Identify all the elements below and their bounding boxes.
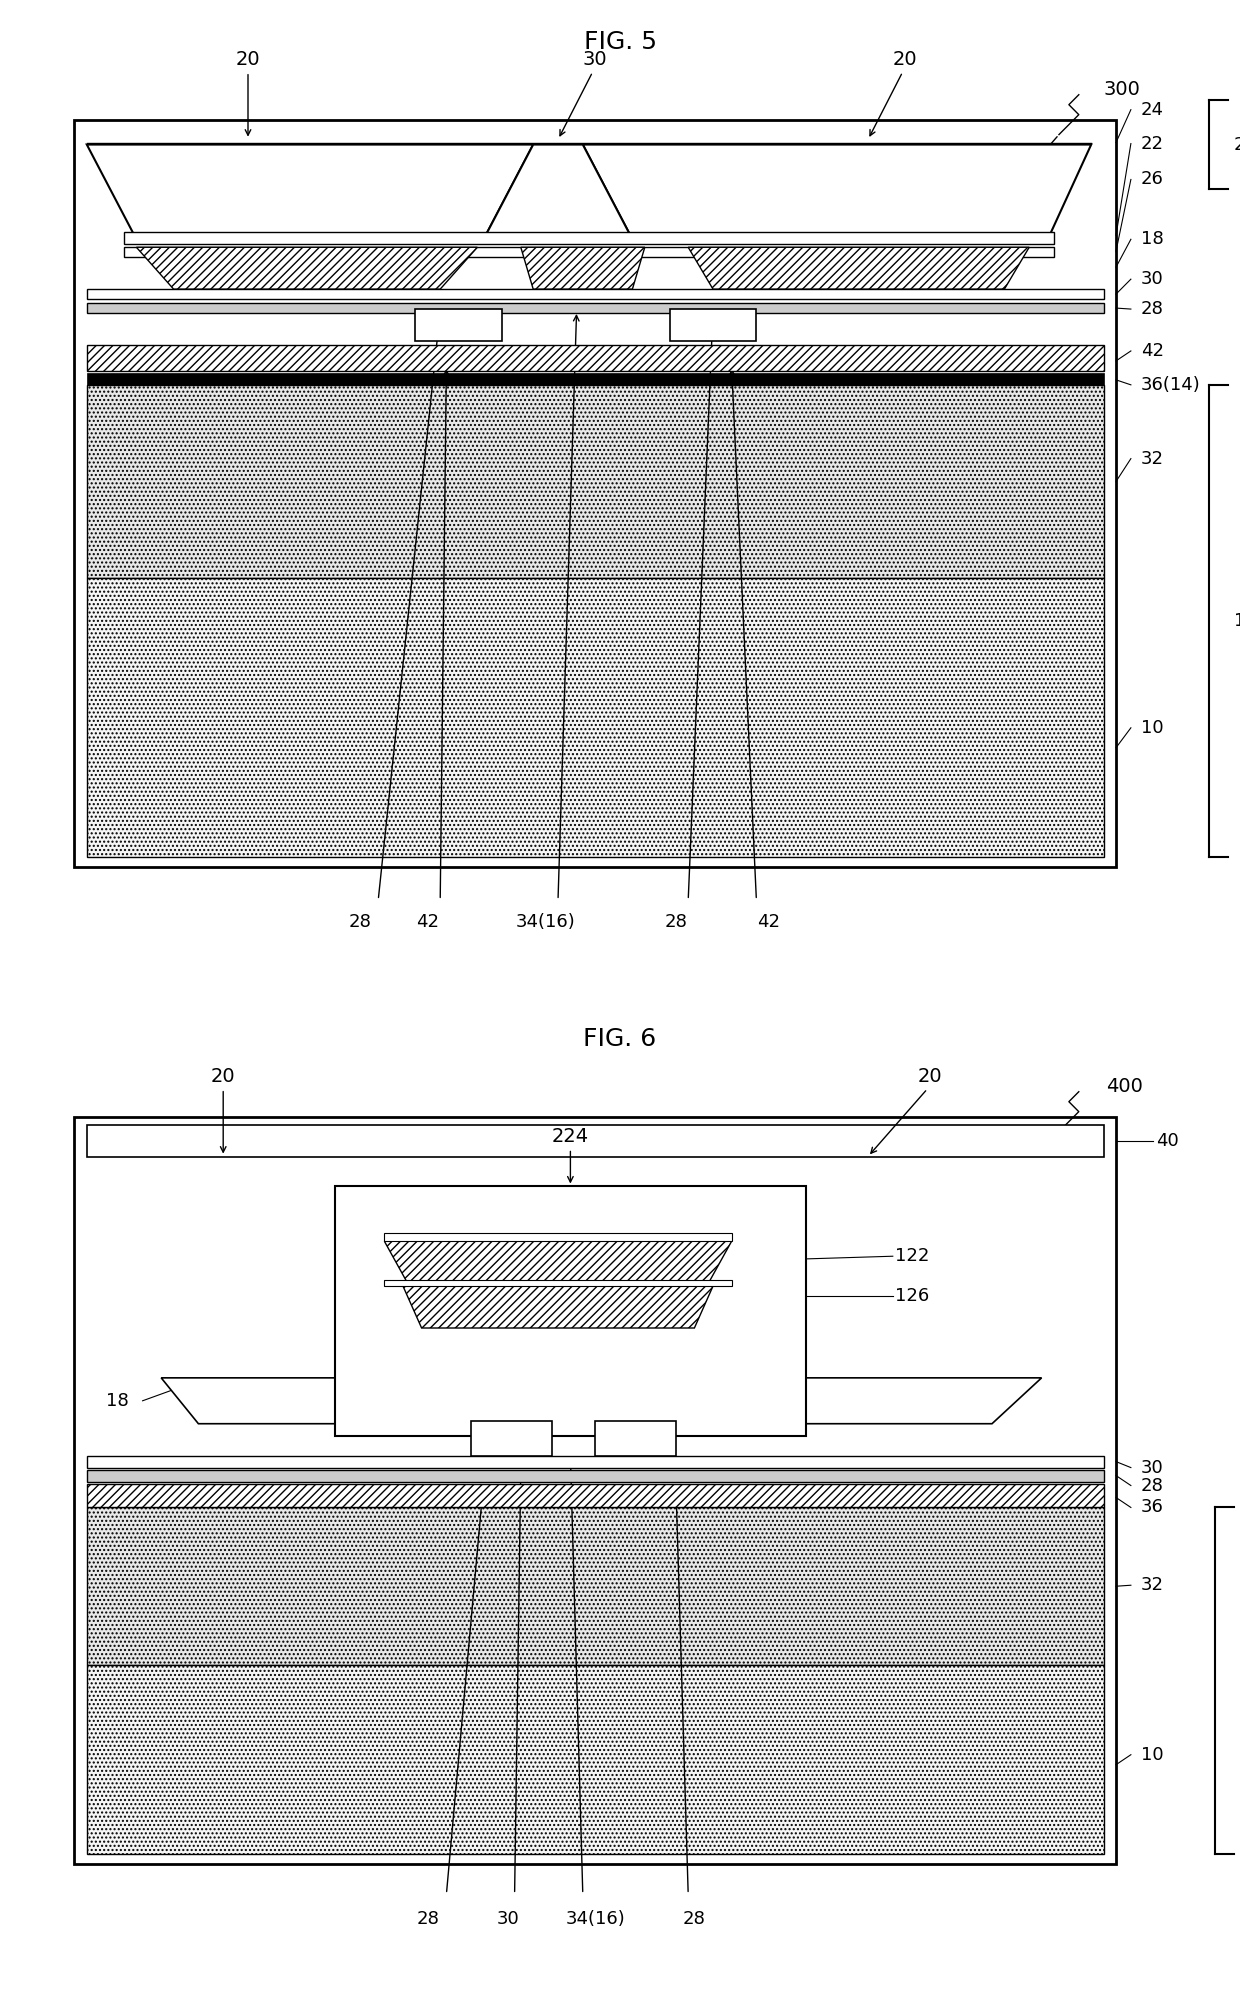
Polygon shape <box>521 247 645 289</box>
Bar <box>87 303 1104 313</box>
Text: 10: 10 <box>1141 718 1163 738</box>
Polygon shape <box>484 146 632 239</box>
Bar <box>74 120 1116 867</box>
Text: 28: 28 <box>1141 299 1163 319</box>
Text: 20: 20 <box>211 1067 236 1087</box>
Bar <box>74 1117 1116 1864</box>
Bar <box>670 309 756 341</box>
Text: 20: 20 <box>236 50 260 70</box>
Text: 26: 26 <box>1141 169 1163 189</box>
Bar <box>87 1507 1104 1665</box>
Text: 28: 28 <box>417 1910 439 1928</box>
Polygon shape <box>384 1240 732 1286</box>
Text: 30: 30 <box>583 50 608 70</box>
Text: 20: 20 <box>893 50 918 70</box>
Bar <box>384 1232 732 1240</box>
Text: 30: 30 <box>1141 269 1163 289</box>
Polygon shape <box>87 146 533 239</box>
Text: 28: 28 <box>348 913 371 931</box>
Text: 34(16): 34(16) <box>516 913 575 931</box>
Text: 42: 42 <box>417 913 439 931</box>
Polygon shape <box>403 1286 713 1328</box>
Text: FIG. 5: FIG. 5 <box>584 30 656 54</box>
Bar <box>471 1420 552 1456</box>
Bar <box>87 289 1104 299</box>
Text: 32: 32 <box>1141 449 1164 469</box>
Text: 24: 24 <box>1141 100 1164 120</box>
Text: 36: 36 <box>1141 1497 1163 1517</box>
Bar <box>87 373 1104 385</box>
Bar <box>595 1420 676 1456</box>
Polygon shape <box>583 146 1091 239</box>
Bar <box>124 247 1054 257</box>
Bar <box>87 1665 1104 1854</box>
Text: 126: 126 <box>895 1286 930 1306</box>
Text: 32: 32 <box>1141 1575 1164 1595</box>
Text: 10: 10 <box>1141 1745 1163 1765</box>
Text: 30: 30 <box>1141 1458 1163 1478</box>
Text: 30: 30 <box>497 1910 520 1928</box>
Bar <box>87 1125 1104 1157</box>
Text: 300: 300 <box>1104 80 1141 100</box>
Text: 28: 28 <box>1141 1476 1163 1496</box>
Text: FIG. 6: FIG. 6 <box>583 1027 657 1051</box>
Text: 28: 28 <box>665 913 687 931</box>
Text: 224: 224 <box>552 1127 589 1147</box>
Polygon shape <box>161 1378 1042 1424</box>
Bar <box>335 1186 806 1436</box>
Text: 42: 42 <box>1141 341 1164 361</box>
Text: 34(16): 34(16) <box>565 1910 625 1928</box>
Text: 10A: 10A <box>1234 612 1240 630</box>
Bar <box>87 578 1104 857</box>
Text: 18: 18 <box>107 1392 129 1410</box>
Bar <box>87 1456 1104 1468</box>
Text: 27: 27 <box>1234 136 1240 154</box>
Text: 122: 122 <box>895 1246 930 1266</box>
Bar <box>87 385 1104 578</box>
Polygon shape <box>688 247 1029 289</box>
Text: 40: 40 <box>1156 1131 1178 1151</box>
Text: 18: 18 <box>1141 229 1163 249</box>
Bar <box>87 1470 1104 1482</box>
Text: 42: 42 <box>758 913 780 931</box>
Bar <box>87 345 1104 371</box>
Bar <box>87 1484 1104 1507</box>
Bar <box>415 309 502 341</box>
Polygon shape <box>136 247 477 289</box>
Text: 20: 20 <box>918 1067 942 1087</box>
Bar <box>384 1280 732 1286</box>
Text: 22: 22 <box>1141 134 1164 154</box>
Text: 400: 400 <box>1106 1077 1143 1097</box>
Text: 28: 28 <box>683 1910 706 1928</box>
Bar <box>124 233 1054 245</box>
Text: 36(14): 36(14) <box>1141 375 1200 395</box>
